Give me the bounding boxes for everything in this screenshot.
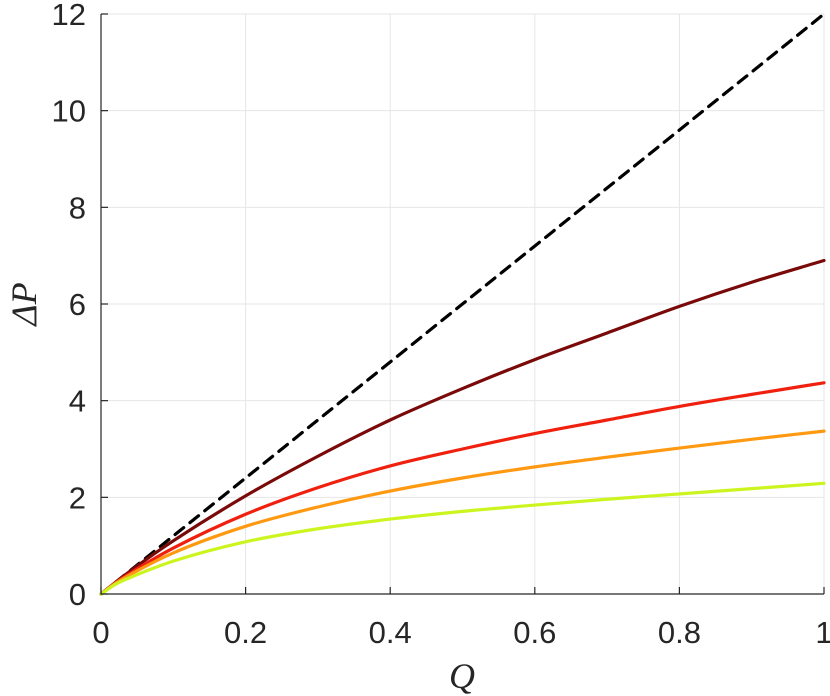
x-axis-ticks: 0 0.2 0.4 0.6 0.8 1 (92, 587, 830, 650)
x-tick-label: 0 (92, 615, 109, 650)
y-tick-label: 10 (52, 94, 86, 129)
x-axis-label: Q (449, 656, 475, 696)
series-line-3 (99, 429, 826, 596)
series-line-1 (99, 258, 826, 596)
y-tick-label: 2 (69, 480, 86, 515)
series-line-4 (99, 481, 826, 596)
series-line-2 (99, 381, 826, 596)
x-tick-label: 1 (815, 615, 830, 650)
y-tick-label: 6 (69, 287, 86, 322)
y-tick-label: 4 (69, 384, 86, 419)
x-tick-label: 0.8 (658, 615, 701, 650)
y-tick-label: 8 (69, 190, 86, 225)
y-axis-ticks: 0 2 4 6 8 10 12 (52, 0, 108, 612)
reference-dashed-line (99, 12, 826, 596)
x-tick-label: 0.6 (513, 615, 556, 650)
x-tick-label: 0.2 (224, 615, 267, 650)
x-tick-label: 0.4 (369, 615, 412, 650)
y-tick-label: 0 (69, 577, 86, 612)
y-tick-label: 12 (52, 0, 86, 32)
series-layer (99, 12, 826, 596)
y-axis-label: ΔP (4, 282, 44, 327)
